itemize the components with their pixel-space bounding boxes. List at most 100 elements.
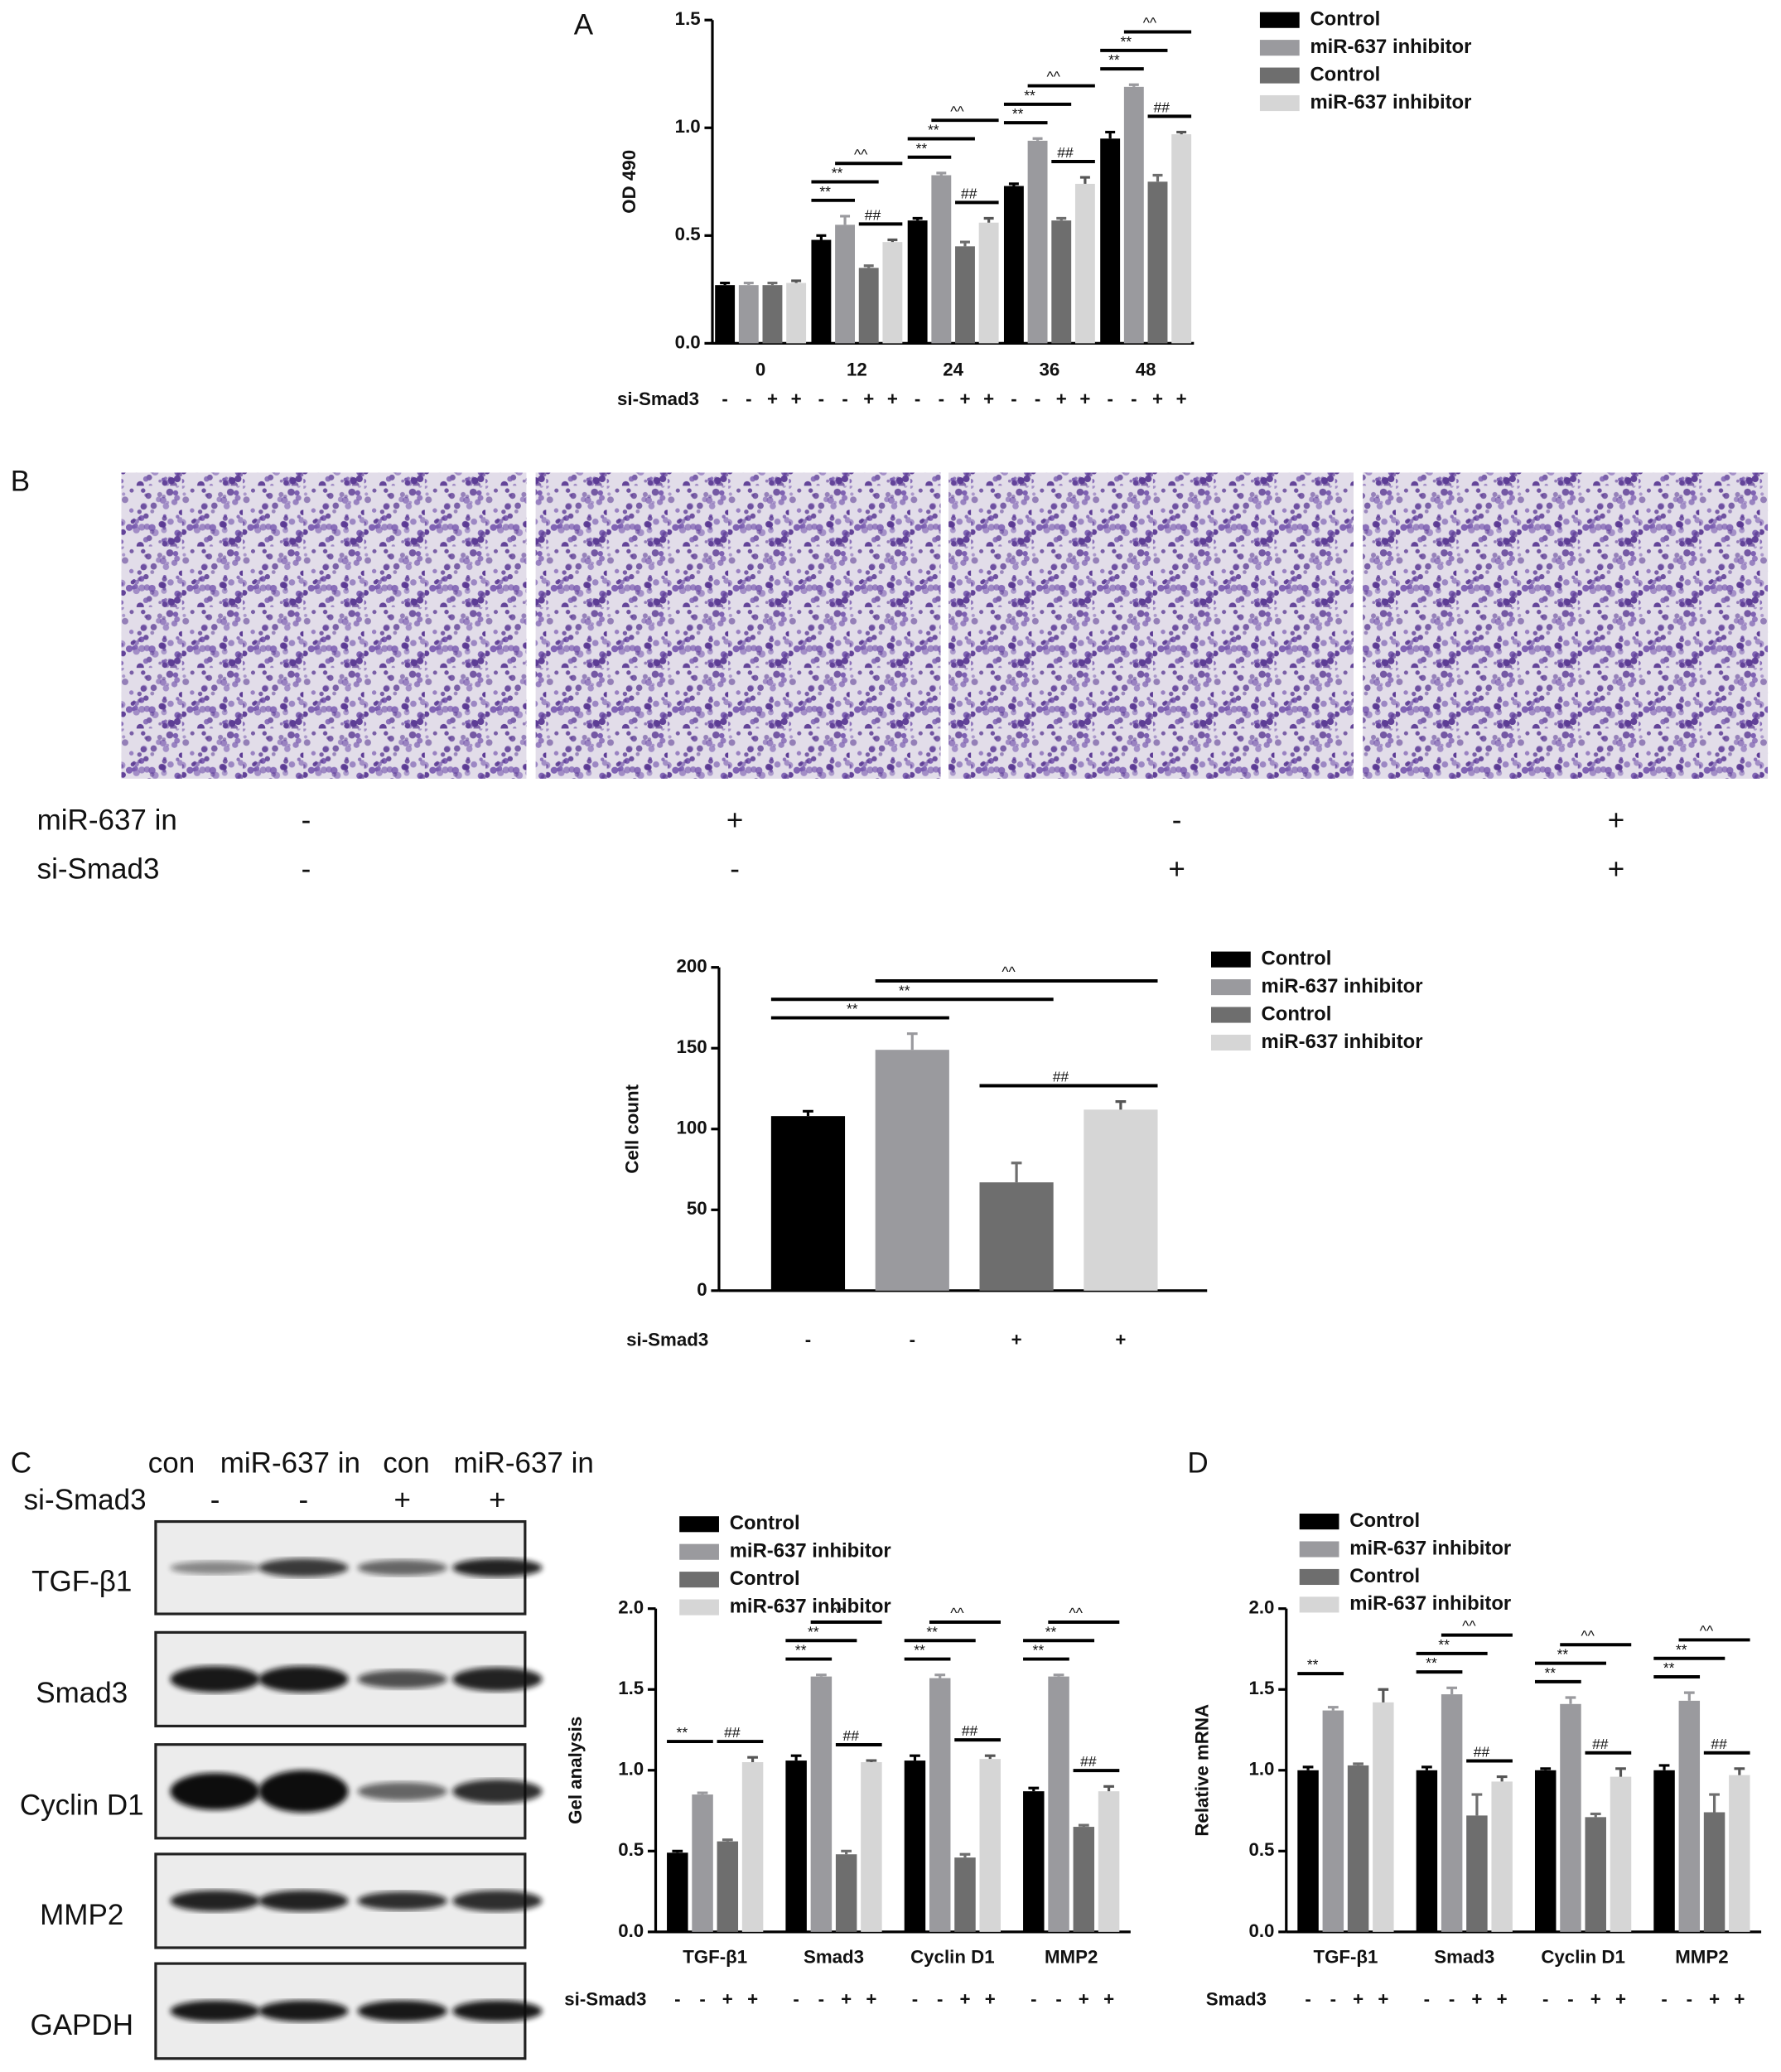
error-bar [1353,1762,1364,1765]
condition-sign: - [818,1989,824,2010]
error-bar [672,1849,683,1853]
condition-sign: - [1542,1989,1548,2010]
significance-label: ** [1557,1646,1569,1663]
bar [785,1760,807,1932]
x-tick-label: TGF-β1 [1313,1947,1378,1968]
condition-sign: - [1305,1989,1310,2010]
condition-sign: + [866,1989,876,2010]
condition-sign: + [863,389,874,409]
condition-sign: + [489,1484,505,1516]
legend-label: Control [1349,1565,1420,1587]
error-bar [983,216,994,223]
error-bar [912,216,923,221]
y-axis-label: Gel analysis [565,1717,586,1824]
significance-label: ** [1033,1642,1045,1659]
condition-sign: - [746,389,751,409]
y-tick-label: 0 [697,1279,707,1300]
error-bar [984,1754,996,1760]
bar [1297,1770,1319,1932]
error-bar [1105,130,1116,139]
blot-band [452,2000,543,2022]
y-axis-label: OD 490 [619,150,640,214]
error-bar [803,1109,813,1117]
condition-sign: + [1608,804,1624,837]
bar [861,1762,882,1932]
condition-sign: + [1056,389,1067,409]
error-bar [906,1032,918,1050]
legend-label: Control [730,1567,800,1590]
significance-label: ^^ [1002,964,1016,980]
significance-label: ## [1711,1736,1727,1752]
error-bar [1683,1691,1695,1701]
legend-swatch [1299,1596,1339,1613]
condition-sign: + [1608,853,1624,886]
blot-band [258,2000,349,2022]
condition-sign: - [1107,389,1113,409]
significance-label: ## [1057,144,1074,161]
error-bar [1496,1775,1508,1782]
significance-label: ## [842,1727,859,1744]
microscope-image [948,472,1354,779]
bar [1703,1812,1725,1932]
x-tick-label: Smad3 [1434,1947,1494,1968]
error-bar [1327,1706,1339,1711]
chart: 0 50 100 150 200 Cell count si-Smad3 Control miR… [621,947,1422,1350]
blot-band [170,1561,260,1575]
microscope-image [121,472,527,779]
condition-sign: + [722,1989,733,2010]
condition-sign: + [983,389,994,409]
legend-swatch [1299,1541,1339,1558]
legend-label: Control [1262,1002,1332,1025]
error-bar [887,238,898,243]
condition-sign: - [915,389,920,409]
condition-sign: + [726,804,743,837]
significance-label: ^^ [950,103,964,119]
significance-label: ^^ [1581,1627,1595,1644]
y-axis-label: Relative mRNA [1191,1704,1212,1837]
bar [1073,1827,1095,1932]
error-bar [747,1756,758,1763]
x-tick-label: 12 [847,360,867,380]
legend-swatch [679,1516,719,1533]
error-bar [840,215,851,225]
y-tick-label: 0.5 [618,1839,644,1860]
bar [978,222,999,344]
bar [1171,134,1192,344]
bar [1147,181,1168,344]
condition-label: si-Smad3 [617,389,699,409]
legend-label: miR-637 inhibitor [1349,1592,1511,1615]
column-label: miR-637 in [454,1447,594,1479]
legend-label: miR-637 inhibitor [1262,975,1423,997]
condition-sign: + [1615,1989,1626,2010]
bar [1491,1781,1513,1932]
y-tick-label: 150 [676,1036,707,1057]
condition-sign: - [674,1989,680,2010]
significance-label: ** [1438,1636,1450,1653]
column-label: con [148,1447,195,1479]
bar [1347,1765,1369,1932]
error-bar [697,1791,708,1795]
y-tick-label: 2.0 [618,1597,644,1618]
error-bar [863,264,874,268]
bar [717,1841,739,1932]
condition-sign: + [887,389,898,409]
significance-label: ** [677,1724,688,1741]
error-bar [934,1674,946,1678]
error-bar [1302,1765,1314,1770]
legend-label: miR-637 inhibitor [730,1540,891,1562]
significance-label: ^^ [1143,15,1157,31]
significance-label: ** [1426,1654,1437,1671]
condition-label: si-Smad3 [564,1989,646,2010]
bar [1003,186,1024,344]
error-bar [1421,1765,1432,1770]
y-tick-label: 0.5 [1248,1839,1274,1860]
bar [1729,1775,1750,1932]
error-bar [1103,1785,1114,1792]
error-bar [1176,130,1187,135]
error-bar [1565,1696,1576,1704]
error-bar [1590,1812,1601,1818]
blot-band [258,1890,349,1912]
legend-swatch [1259,12,1300,28]
legend-label: miR-637 inhibitor [1310,91,1471,114]
blot-band [357,1782,447,1801]
